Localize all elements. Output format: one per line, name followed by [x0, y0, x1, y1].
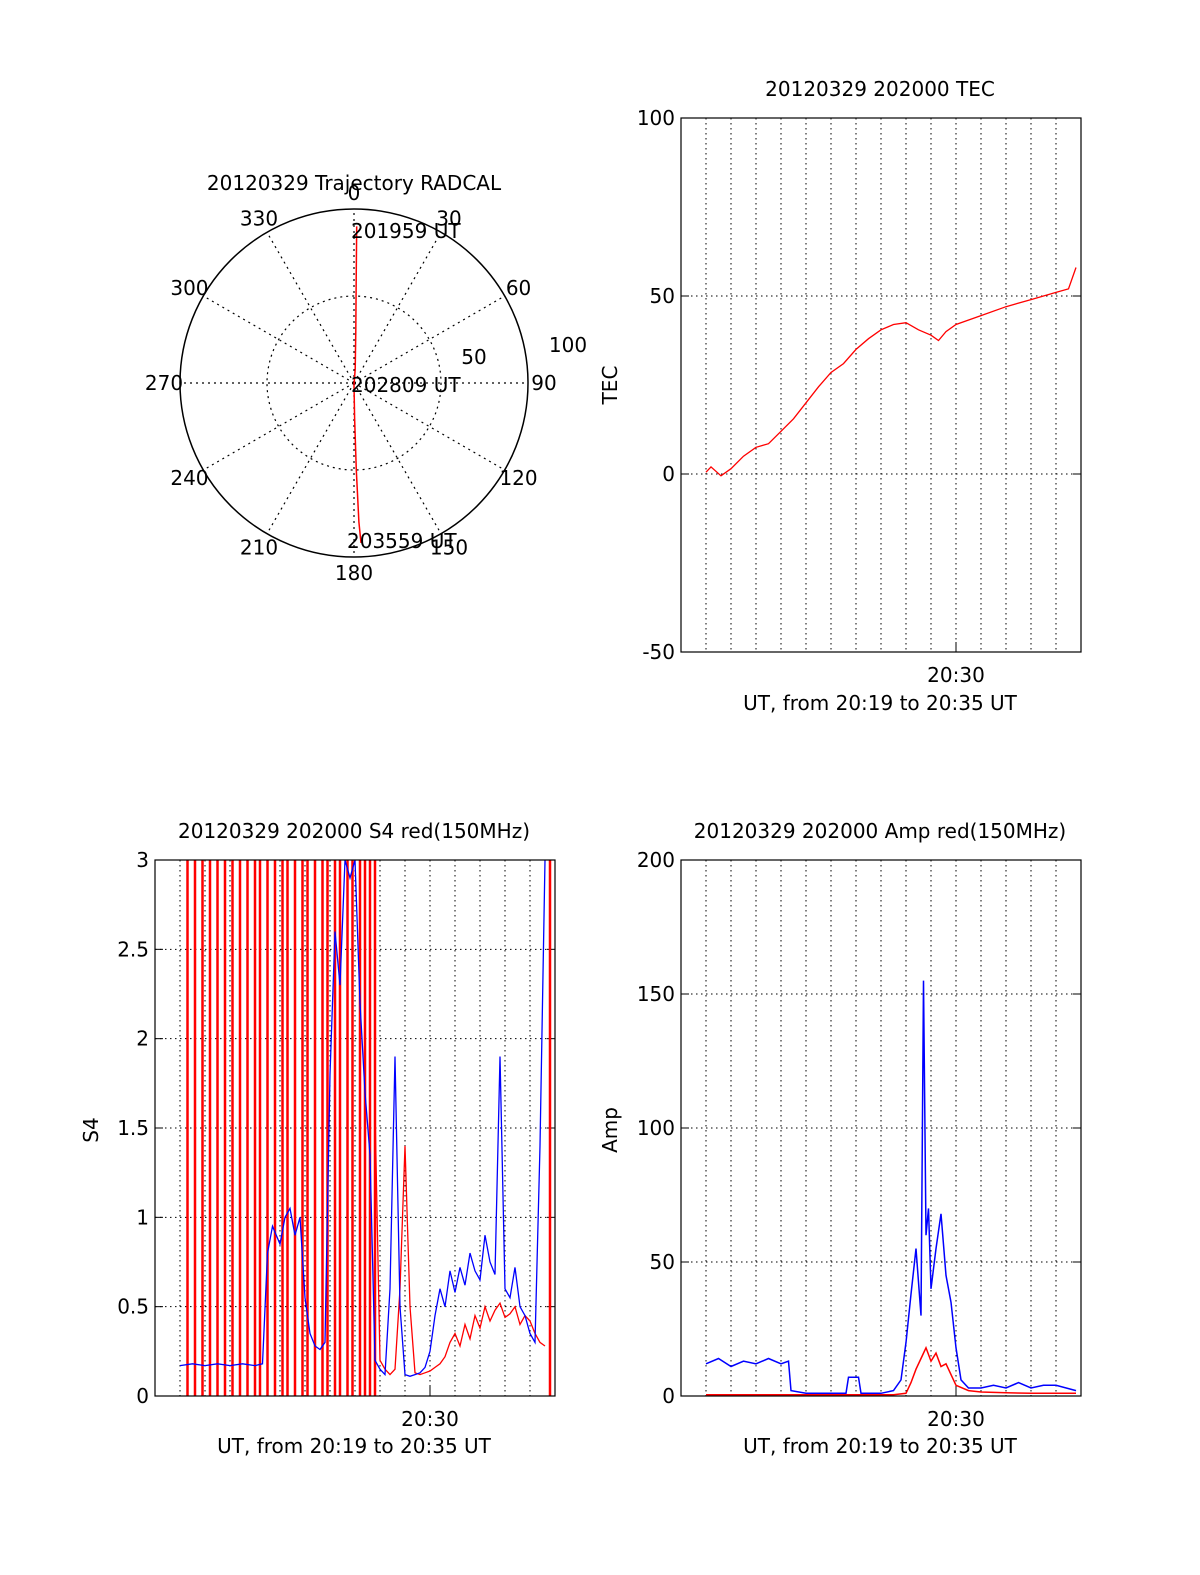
trajectory-end-label: 203559 UT — [347, 529, 457, 553]
radius-label-100: 100 — [549, 333, 587, 357]
polar-spoke — [203, 382, 355, 471]
s4-x-axis-label: UT, from 20:19 to 20:35 UT — [217, 1434, 492, 1458]
polar-angle-label: 30 — [436, 206, 461, 230]
polar-spoke — [353, 295, 505, 384]
polar-angle-label: 330 — [240, 206, 278, 230]
radius-label-50: 50 — [461, 345, 486, 369]
tec-x-axis-label: UT, from 20:19 to 20:35 UT — [743, 691, 1018, 715]
s4-panel: 20120329 202000 S4 red(150MHz) 0 0.5 1 1.5 2… — [79, 819, 556, 1458]
trajectory-line — [353, 226, 362, 543]
tec-plot-frame — [680, 117, 1082, 653]
polar-inner-circle — [266, 295, 442, 471]
trajectory-panel: 20120329 Trajectory RADCAL 0 30 60 90 120 150… — [145, 171, 587, 585]
polar-angle-label: 0 — [348, 181, 361, 205]
polar-angle-label: 180 — [335, 561, 373, 585]
s4-gridlines — [155, 859, 555, 1397]
amp-red-series-line — [706, 1345, 1076, 1396]
tec-y-axis-label: TEC — [598, 366, 622, 406]
s4-x-tick-label: 20:30 — [401, 1407, 459, 1431]
y-tick-label: 0 — [136, 1384, 149, 1408]
s4-title: 20120329 202000 S4 red(150MHz) — [178, 819, 530, 843]
y-tick-label: 0 — [662, 462, 675, 486]
tec-title: 20120329 202000 TEC — [765, 77, 995, 101]
y-tick-label: 150 — [637, 982, 675, 1006]
polar-spoke — [203, 295, 355, 384]
amp-y-tick-labels: 0 50 100 150 200 — [637, 848, 675, 1408]
polar-angle-labels: 0 30 60 90 120 150 180 210 240 270 300 330 — [145, 181, 557, 585]
y-tick-label: 0.5 — [117, 1295, 149, 1319]
y-tick-label: 1 — [136, 1205, 149, 1229]
polar-grid — [179, 208, 529, 558]
polar-spoke — [353, 382, 505, 471]
amp-gridlines — [681, 859, 1081, 1397]
s4-y-axis-label: S4 — [79, 1117, 103, 1142]
y-tick-label: 2.5 — [117, 937, 149, 961]
amp-x-tick-label: 20:30 — [927, 1407, 985, 1431]
y-tick-label: 1.5 — [117, 1116, 149, 1140]
polar-spoke — [353, 382, 442, 534]
tec-y-tick-labels: -50 0 50 100 — [637, 106, 675, 664]
y-tick-label: -50 — [642, 640, 675, 664]
polar-spoke — [353, 232, 442, 384]
polar-outer-circle — [179, 208, 529, 558]
y-tick-label: 100 — [637, 1116, 675, 1140]
amp-blue-series-line — [705, 980, 1077, 1395]
y-tick-label: 2 — [136, 1027, 149, 1051]
amp-title: 20120329 202000 Amp red(150MHz) — [694, 819, 1066, 843]
tec-gridlines — [681, 117, 1081, 653]
trajectory-title: 20120329 Trajectory RADCAL — [207, 171, 502, 195]
polar-angle-label: 150 — [430, 536, 468, 560]
amp-x-axis-label: UT, from 20:19 to 20:35 UT — [743, 1434, 1018, 1458]
polar-angle-label: 210 — [240, 536, 278, 560]
tec-panel: 20120329 202000 TEC -50 0 50 100 20:30 UT, … — [598, 77, 1082, 715]
tec-series-line — [705, 267, 1077, 477]
s4-plot-frame — [154, 859, 556, 1397]
s4-blue-series-line — [179, 859, 546, 1377]
s4-red-spikes — [186, 860, 552, 1396]
polar-angle-label: 270 — [145, 371, 183, 395]
s4-red-series-line — [374, 1110, 546, 1376]
y-tick-label: 50 — [650, 284, 675, 308]
polar-angle-label: 240 — [170, 466, 208, 490]
amp-panel: 20120329 202000 Amp red(150MHz) 0 50 100 15… — [598, 819, 1082, 1458]
y-tick-label: 50 — [650, 1250, 675, 1274]
s4-y-tick-labels: 0 0.5 1 1.5 2 2.5 3 — [117, 848, 149, 1408]
polar-spoke — [266, 232, 355, 384]
amp-plot-frame — [680, 859, 1082, 1397]
polar-spoke — [266, 382, 355, 534]
tec-x-tick-label: 20:30 — [927, 663, 985, 687]
polar-angle-label: 300 — [170, 276, 208, 300]
polar-angle-label: 120 — [499, 466, 537, 490]
y-tick-label: 100 — [637, 106, 675, 130]
y-tick-label: 3 — [136, 848, 149, 872]
polar-angle-label: 60 — [506, 276, 531, 300]
y-tick-label: 200 — [637, 848, 675, 872]
y-tick-label: 0 — [662, 1384, 675, 1408]
trajectory-start-label: 201959 UT — [351, 219, 461, 243]
amp-y-axis-label: Amp — [598, 1107, 622, 1153]
trajectory-mid-label: 202809 UT — [351, 373, 461, 397]
polar-angle-label: 90 — [531, 371, 556, 395]
